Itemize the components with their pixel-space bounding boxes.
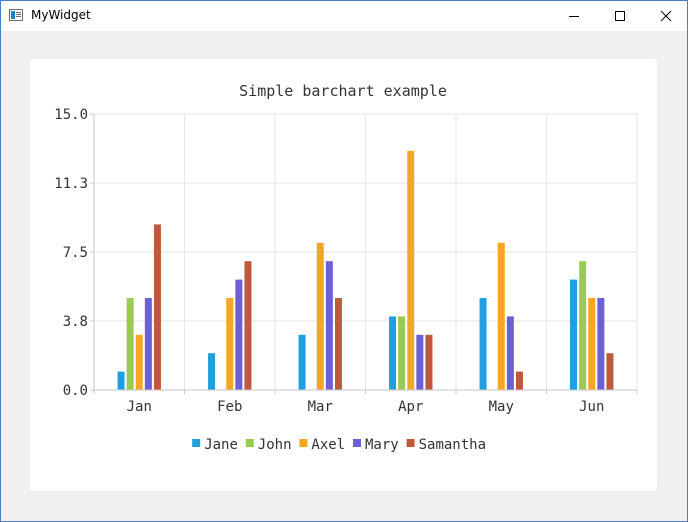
- minimize-icon: [569, 16, 579, 17]
- bar: [570, 279, 578, 390]
- legend-label[interactable]: John: [258, 437, 292, 453]
- title-bar[interactable]: MyWidget: [1, 1, 687, 31]
- x-tick-label: Feb: [217, 399, 242, 415]
- legend-marker: [245, 439, 254, 447]
- legend-marker: [353, 439, 361, 447]
- bar: [135, 334, 143, 390]
- bar: [579, 261, 587, 390]
- x-tick-label: Mar: [308, 399, 333, 415]
- app-icon: [9, 9, 23, 21]
- axes: 0.0 3.8 7.5 11.3 15.0 Jan Feb Mar Apr May Jun: [54, 107, 638, 415]
- bar: [606, 353, 614, 390]
- close-button[interactable]: [643, 1, 688, 31]
- maximize-icon: [615, 11, 625, 21]
- legend-label[interactable]: Axel: [311, 437, 345, 453]
- bar: [588, 298, 596, 390]
- bar: [325, 261, 333, 390]
- bar: [208, 353, 216, 390]
- bar: [398, 316, 406, 390]
- bar: [497, 242, 505, 390]
- legend: Jane John Axel Mary Samantha: [192, 437, 486, 453]
- y-tick-label: 11.3: [54, 176, 88, 192]
- legend-marker: [192, 439, 201, 447]
- bar: [235, 279, 243, 390]
- legend-label[interactable]: Mary: [365, 437, 399, 453]
- bar: [479, 298, 487, 390]
- chart-card: [30, 59, 657, 491]
- y-tick-label: 7.5: [63, 245, 88, 261]
- chart-title: Simple barchart example: [239, 82, 447, 100]
- minimize-button[interactable]: [551, 1, 597, 31]
- bar: [407, 150, 415, 390]
- legend-label[interactable]: Samantha: [419, 437, 486, 453]
- close-icon: [660, 10, 672, 22]
- maximize-button[interactable]: [597, 1, 643, 31]
- legend-marker: [406, 439, 415, 447]
- bar: [597, 298, 605, 390]
- bar: [153, 224, 161, 390]
- bar: [244, 261, 252, 390]
- bar: [144, 298, 152, 390]
- bar: [226, 298, 234, 390]
- bar: [334, 298, 342, 390]
- legend-marker: [299, 439, 308, 447]
- y-tick-label: 3.8: [63, 314, 88, 330]
- y-tick-label: 15.0: [54, 107, 88, 123]
- y-tick-label: 0.0: [63, 383, 88, 399]
- bar: [515, 371, 523, 390]
- grid-lines: [93, 113, 638, 390]
- x-tick-label: Apr: [398, 399, 423, 415]
- x-tick-label: Jun: [579, 399, 604, 415]
- bar: [389, 316, 397, 390]
- bar: [416, 334, 424, 390]
- bar: [126, 298, 134, 390]
- bar: [316, 242, 324, 390]
- legend-label[interactable]: Jane: [204, 437, 238, 453]
- x-tick-label: Jan: [127, 399, 152, 415]
- bar: [298, 334, 306, 390]
- window-title: MyWidget: [31, 8, 91, 22]
- bars: [117, 150, 614, 390]
- bar: [425, 334, 433, 390]
- bar: [117, 371, 125, 390]
- x-tick-label: May: [489, 399, 514, 415]
- bar: [506, 316, 514, 390]
